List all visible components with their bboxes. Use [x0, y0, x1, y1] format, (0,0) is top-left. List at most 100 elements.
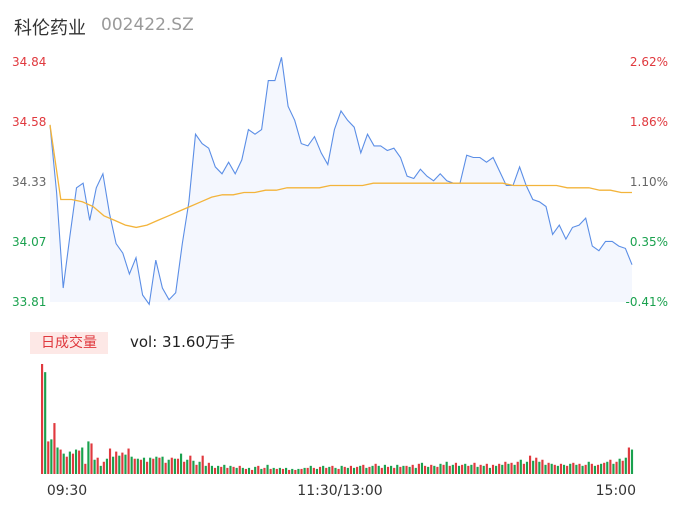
volume-bar — [618, 458, 621, 474]
volume-bar — [331, 465, 334, 474]
time-tick-label: 11:30/13:00 — [297, 483, 382, 499]
volume-bar — [186, 459, 189, 474]
volume-bar — [556, 465, 559, 474]
volume-bar — [553, 464, 556, 474]
volume-bar — [47, 441, 50, 474]
volume-bar — [281, 468, 285, 474]
volume-bar — [90, 443, 93, 474]
volume-bar — [596, 464, 600, 474]
volume-bar — [284, 467, 288, 474]
volume-bar — [118, 455, 121, 474]
volume-bar — [241, 467, 244, 474]
volume-bar — [433, 465, 436, 474]
volume-bar — [495, 465, 498, 474]
volume-bar — [105, 458, 109, 474]
volume-bar — [445, 461, 448, 474]
price-tick-label: 34.33 — [12, 175, 46, 189]
volume-bar — [251, 469, 254, 474]
volume-bar — [501, 464, 504, 474]
volume-bar — [53, 423, 56, 474]
volume-bar — [368, 466, 371, 474]
volume-bar — [254, 466, 257, 474]
volume-bar — [142, 457, 146, 474]
volume-bar — [161, 456, 164, 474]
volume-bar — [112, 456, 115, 474]
percent-tick-label: 1.10% — [630, 175, 668, 189]
volume-bar — [504, 461, 507, 474]
volume-bar — [439, 463, 442, 474]
volume-bar — [578, 463, 581, 474]
volume-bar — [541, 459, 544, 474]
volume-bar — [263, 467, 266, 474]
volume-bar — [584, 464, 587, 474]
volume-bar — [423, 465, 427, 474]
volume-bar — [275, 468, 278, 474]
volume-bar — [260, 468, 263, 474]
volume-bar — [183, 461, 186, 474]
volume-bar — [532, 460, 535, 474]
volume-bar — [297, 468, 300, 474]
volume-bar — [566, 465, 569, 474]
volume-bar — [322, 465, 325, 474]
volume-bar — [485, 463, 488, 474]
volume-bar — [195, 464, 198, 474]
volume-bar — [108, 448, 112, 474]
volume-bar — [210, 465, 214, 474]
volume-bar — [74, 449, 78, 474]
volume-bar — [386, 466, 390, 474]
volume-bar — [612, 463, 615, 474]
volume-bar — [519, 459, 522, 474]
volume-bar — [130, 456, 133, 474]
volume-bar — [56, 447, 59, 474]
volume-bar — [247, 467, 251, 474]
volume-bar — [457, 465, 461, 474]
volume-bar — [488, 467, 491, 474]
volume-bar — [62, 453, 65, 474]
volume-bar — [600, 463, 603, 474]
volume-bar — [155, 456, 158, 474]
volume-bar — [606, 461, 609, 474]
volume-tab-badge[interactable]: 日成交量 — [30, 332, 108, 354]
volume-bar — [71, 453, 75, 474]
volume-bar — [328, 466, 331, 474]
volume-bar — [402, 465, 405, 474]
volume-bar — [81, 447, 84, 474]
volume-bar — [451, 464, 454, 474]
volume-bar — [498, 463, 501, 474]
volume-bar — [374, 463, 377, 474]
volume-bar — [102, 461, 105, 474]
volume-bars — [41, 364, 634, 474]
volume-bar — [380, 467, 383, 474]
price-tick-label: 34.07 — [12, 235, 46, 249]
volume-bar — [352, 467, 356, 474]
volume-bar — [204, 465, 207, 474]
volume-bar — [544, 464, 547, 474]
volume-bar — [346, 467, 349, 474]
volume-bar — [68, 451, 71, 474]
volume-bar — [146, 461, 149, 474]
volume-bar — [343, 466, 346, 474]
volume-bar — [59, 449, 62, 474]
volume-bar — [294, 469, 297, 474]
volume-bar — [213, 467, 217, 474]
volume-bar — [312, 467, 315, 474]
volume-bar — [473, 462, 476, 474]
volume-bar — [238, 465, 241, 474]
volume-bar — [461, 464, 464, 474]
volume-bar — [559, 463, 563, 474]
volume-bar — [272, 467, 275, 474]
volume-bar — [630, 449, 634, 474]
volume-bar — [173, 458, 176, 474]
price-line — [49, 57, 633, 306]
volume-bar — [365, 467, 368, 474]
volume-bar — [334, 467, 337, 474]
volume-bar — [621, 460, 624, 474]
volume-bar — [179, 453, 183, 474]
percent-axis-labels: 2.62% 1.86% 1.10% 0.35% -0.41% — [626, 55, 668, 309]
volume-bar — [291, 468, 294, 474]
volume-bar — [337, 468, 340, 474]
volume-bar — [226, 467, 229, 474]
volume-bar — [615, 461, 618, 474]
volume-bar — [300, 468, 303, 474]
